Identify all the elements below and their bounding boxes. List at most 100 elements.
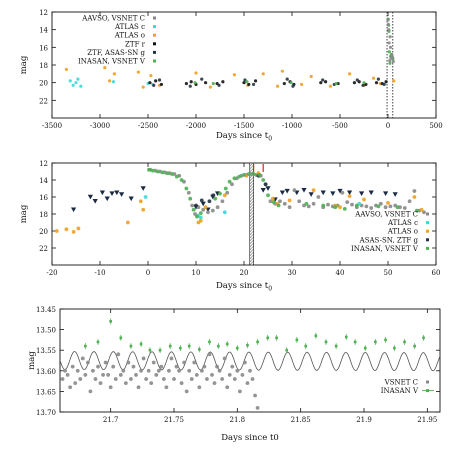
data-point — [261, 72, 265, 76]
data-point — [194, 71, 198, 75]
data-point — [189, 377, 194, 381]
data-point — [169, 356, 174, 361]
legend-swatch — [153, 42, 156, 46]
data-point — [220, 199, 225, 204]
hatch-line — [249, 163, 251, 164]
data-point — [134, 373, 138, 377]
data-point — [207, 352, 212, 357]
y-tick-label: 22 — [39, 97, 48, 105]
hatch-line — [249, 242, 254, 248]
data-point — [138, 199, 143, 204]
hatch-line — [249, 188, 254, 194]
data-point — [210, 373, 214, 377]
legend-label: ZTF, ASAS-SN g — [87, 49, 145, 57]
data-point — [108, 79, 112, 83]
data-point — [215, 364, 219, 369]
y-tick-label: 13.70 — [36, 409, 56, 417]
y-tick-label: 13.65 — [36, 388, 56, 396]
y-tick-label: 20 — [39, 80, 48, 88]
x-tick-label: 40 — [336, 269, 345, 277]
data-point — [223, 186, 228, 191]
data-point — [393, 346, 396, 350]
x-axis-label: Days since t0 — [216, 281, 272, 293]
data-point — [354, 203, 359, 208]
y-tick-label: 14 — [39, 177, 48, 185]
data-point — [78, 377, 83, 381]
data-point — [251, 172, 256, 176]
data-point — [154, 373, 159, 377]
data-point — [268, 199, 273, 204]
data-point — [147, 167, 151, 172]
series-5 — [193, 17, 395, 86]
upper-limit-marker — [308, 192, 314, 197]
data-point — [232, 73, 236, 77]
x-tick-label: -500 — [332, 122, 348, 130]
data-point — [407, 199, 412, 204]
data-point — [304, 344, 308, 348]
data-point — [217, 344, 220, 348]
data-point — [253, 393, 257, 398]
upper-limit-marker — [104, 196, 110, 202]
data-point — [141, 207, 146, 212]
x-axis-label: Days since t0 — [221, 433, 279, 443]
data-point — [112, 72, 116, 76]
x-tick-label: 30 — [288, 269, 297, 277]
legend-swatch — [153, 25, 156, 29]
data-point — [376, 77, 380, 81]
legend-swatch — [153, 33, 156, 37]
data-point — [263, 182, 268, 187]
data-point — [289, 81, 293, 85]
data-point — [344, 335, 348, 339]
data-point — [84, 344, 87, 348]
data-point — [376, 204, 381, 209]
x-tick-label: 21.95 — [417, 416, 437, 424]
data-point — [76, 77, 80, 81]
data-point — [109, 320, 112, 323]
data-point — [93, 377, 98, 381]
y-tick-label: 14 — [39, 27, 48, 35]
data-point — [195, 214, 199, 219]
data-point — [85, 360, 90, 365]
data-point — [340, 190, 345, 195]
data-point — [215, 205, 220, 210]
x-tick-label: -3000 — [90, 122, 110, 130]
hatch-line — [249, 191, 254, 197]
data-point — [213, 196, 218, 201]
data-point — [125, 220, 130, 225]
upper-limit-marker — [92, 199, 98, 204]
data-point — [280, 69, 284, 73]
data-point — [383, 205, 388, 210]
data-point — [217, 83, 221, 87]
data-point — [363, 346, 367, 350]
data-point — [309, 74, 313, 79]
data-point — [266, 336, 270, 340]
data-point — [282, 81, 286, 86]
upper-limit-marker — [87, 194, 93, 200]
data-point — [227, 373, 232, 377]
data-point — [242, 173, 246, 177]
y-axis-label: mag — [27, 351, 37, 370]
data-point — [347, 194, 352, 199]
data-point — [106, 373, 111, 377]
data-point — [190, 203, 195, 208]
upper-limit-marker — [320, 190, 326, 196]
data-point — [179, 346, 182, 350]
upper-limit-marker — [71, 207, 77, 213]
data-point — [218, 191, 222, 196]
data-point — [287, 198, 292, 203]
data-point — [179, 178, 184, 182]
data-point — [73, 381, 78, 386]
data-point — [159, 364, 164, 369]
data-point — [111, 364, 116, 369]
data-point — [75, 368, 80, 373]
data-point — [118, 373, 123, 377]
data-point — [123, 381, 128, 386]
upper-limit-marker — [260, 188, 266, 193]
hatch-line — [249, 185, 254, 191]
data-point — [101, 373, 105, 377]
x-tick-label: -20 — [46, 269, 57, 277]
data-point — [276, 203, 281, 208]
y-tick-label: 20 — [39, 228, 48, 236]
data-point — [291, 84, 295, 88]
data-point — [245, 381, 250, 386]
